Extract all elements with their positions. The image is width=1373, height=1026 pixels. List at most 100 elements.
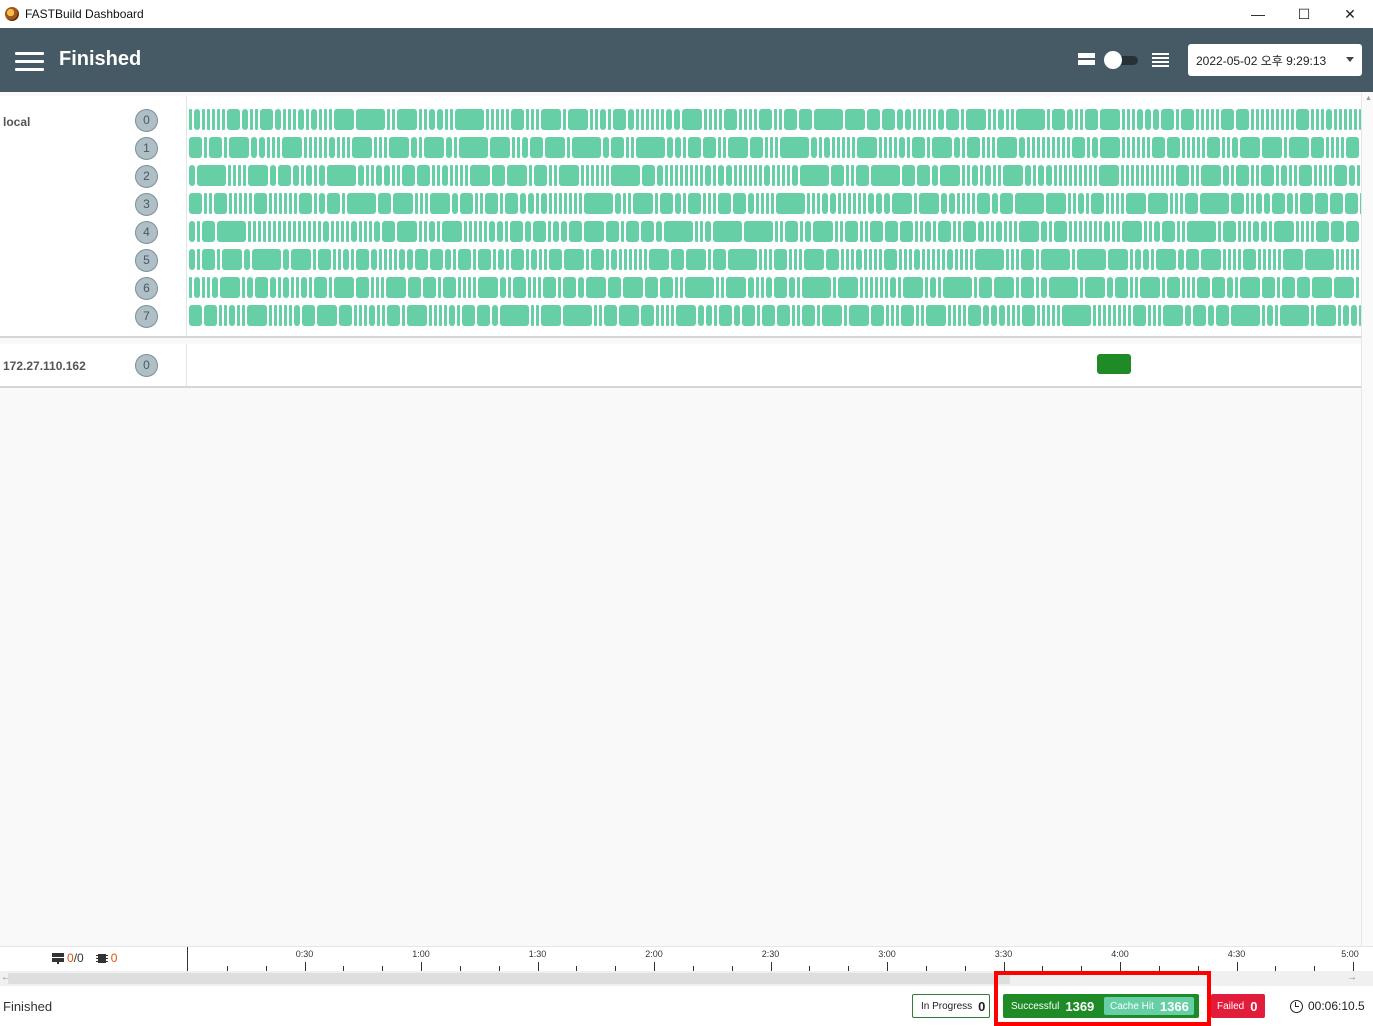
job-bar[interactable]: [656, 221, 662, 242]
job-bar[interactable]: [311, 109, 317, 130]
job-bar[interactable]: [899, 249, 902, 270]
job-bar[interactable]: [1218, 221, 1221, 242]
job-bar[interactable]: [1346, 249, 1349, 270]
job-bar[interactable]: [586, 249, 589, 270]
job-bar[interactable]: [986, 221, 989, 242]
job-bar[interactable]: [1118, 305, 1121, 326]
job-bar[interactable]: [1162, 221, 1175, 242]
job-bar[interactable]: [464, 221, 467, 242]
job-bar[interactable]: [1074, 165, 1077, 186]
job-bar[interactable]: [382, 305, 385, 326]
job-bar[interactable]: [1011, 249, 1014, 270]
job-bar[interactable]: [713, 165, 716, 186]
job-bar[interactable]: [371, 277, 374, 298]
job-bar[interactable]: [1158, 305, 1161, 326]
job-bar[interactable]: [207, 277, 210, 298]
job-bar[interactable]: [564, 193, 567, 214]
job-bar[interactable]: [613, 109, 626, 130]
job-bar[interactable]: [194, 109, 200, 130]
job-bar[interactable]: [997, 137, 1017, 158]
job-bar[interactable]: [1016, 249, 1019, 270]
job-bar[interactable]: [1231, 193, 1244, 214]
job-bar[interactable]: [1286, 109, 1289, 130]
job-bar[interactable]: [1151, 165, 1154, 186]
job-bar[interactable]: [871, 165, 900, 186]
job-bar[interactable]: [1062, 305, 1091, 326]
job-bar[interactable]: [379, 137, 382, 158]
job-bar[interactable]: [1121, 165, 1124, 186]
job-bar[interactable]: [541, 305, 561, 326]
job-bar[interactable]: [813, 221, 833, 242]
job-bar[interactable]: [420, 193, 423, 214]
job-bar[interactable]: [1086, 193, 1089, 214]
job-bar[interactable]: [1033, 165, 1036, 186]
job-bar[interactable]: [977, 193, 990, 214]
job-bar[interactable]: [1206, 109, 1209, 130]
job-bar[interactable]: [1185, 305, 1191, 326]
job-bar[interactable]: [351, 249, 354, 270]
job-bar[interactable]: [925, 277, 928, 298]
job-bar[interactable]: [343, 249, 349, 270]
job-bar[interactable]: [1281, 109, 1284, 130]
job-bar[interactable]: [1316, 305, 1336, 326]
job-bar[interactable]: [771, 193, 774, 214]
job-bar[interactable]: [1163, 305, 1183, 326]
job-bar[interactable]: [541, 109, 561, 130]
job-bar[interactable]: [283, 109, 286, 130]
job-bar[interactable]: [274, 193, 277, 214]
job-bar[interactable]: [278, 165, 291, 186]
job-bar[interactable]: [449, 305, 455, 326]
job-bar[interactable]: [626, 137, 629, 158]
job-bar[interactable]: [1153, 305, 1156, 326]
job-bar[interactable]: [1251, 109, 1254, 130]
job-bar[interactable]: [601, 165, 604, 186]
job-bar[interactable]: [460, 193, 473, 214]
job-bar[interactable]: [1148, 193, 1168, 214]
job-bar[interactable]: [844, 305, 847, 326]
job-bar[interactable]: [1041, 277, 1047, 298]
job-bar[interactable]: [666, 305, 669, 326]
job-bar[interactable]: [884, 193, 890, 214]
job-bar[interactable]: [525, 221, 531, 242]
job-bar[interactable]: [197, 221, 200, 242]
job-bar[interactable]: [1289, 137, 1309, 158]
job-bar[interactable]: [279, 193, 282, 214]
job-bar[interactable]: [536, 109, 539, 130]
job-bar[interactable]: [478, 277, 498, 298]
job-bar[interactable]: [1315, 193, 1328, 214]
job-bar[interactable]: [397, 165, 400, 186]
job-bar[interactable]: [376, 165, 382, 186]
job-bar[interactable]: [937, 249, 940, 270]
job-bar[interactable]: [1196, 109, 1199, 130]
job-bar[interactable]: [517, 137, 520, 158]
job-bar[interactable]: [1305, 249, 1334, 270]
job-bar[interactable]: [450, 109, 453, 130]
job-bar[interactable]: [734, 305, 740, 326]
job-bar[interactable]: [229, 305, 235, 326]
job-bar[interactable]: [1047, 109, 1050, 130]
job-bar[interactable]: [424, 221, 427, 242]
job-bar[interactable]: [411, 137, 417, 158]
job-bar[interactable]: [918, 109, 921, 130]
job-bar[interactable]: [1243, 249, 1256, 270]
job-bar[interactable]: [429, 109, 435, 130]
job-bar[interactable]: [779, 109, 782, 130]
job-bar[interactable]: [1042, 137, 1045, 158]
job-bar[interactable]: [432, 165, 435, 186]
job-bar[interactable]: [972, 165, 978, 186]
job-bar[interactable]: [860, 221, 863, 242]
job-bar[interactable]: [336, 221, 339, 242]
job-bar[interactable]: [718, 165, 724, 186]
job-bar[interactable]: [780, 221, 783, 242]
job-bar[interactable]: [734, 165, 737, 186]
job-bar[interactable]: [657, 165, 663, 186]
job-bar[interactable]: [364, 305, 367, 326]
menu-icon[interactable]: [15, 52, 44, 72]
job-bar[interactable]: [884, 249, 897, 270]
job-bar[interactable]: [858, 193, 861, 214]
job-bar[interactable]: [255, 277, 268, 298]
job-bar[interactable]: [493, 249, 496, 270]
job-bar[interactable]: [1079, 165, 1082, 186]
job-bar[interactable]: [993, 109, 996, 130]
job-bar[interactable]: [1297, 277, 1310, 298]
